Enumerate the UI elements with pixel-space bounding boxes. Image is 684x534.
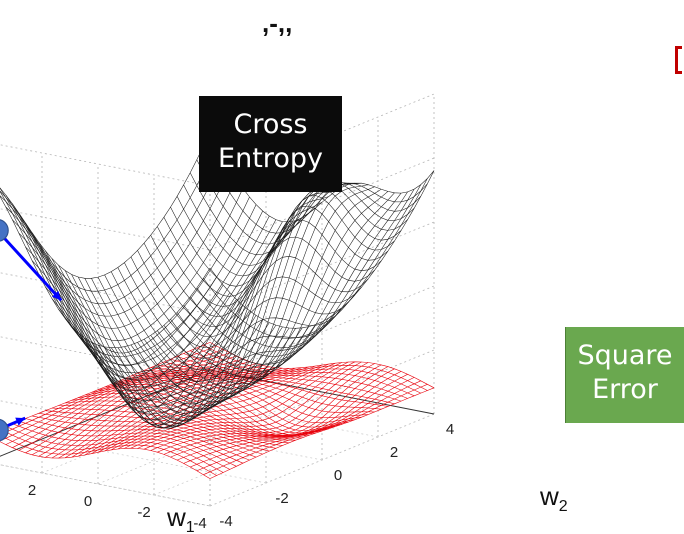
gradient-arrow bbox=[0, 231, 63, 302]
cross-entropy-label-line-1: Cross bbox=[233, 109, 308, 140]
x-axis-title: w1 bbox=[166, 502, 195, 534]
cross-entropy-surface bbox=[0, 131, 435, 429]
x-axis-title-main: w bbox=[166, 502, 186, 532]
cross-entropy-label-line-2: Entropy bbox=[218, 143, 323, 174]
square-error-label: Square Error bbox=[565, 327, 684, 423]
square-error-start-point bbox=[0, 418, 9, 442]
cross-entropy-start-point bbox=[0, 219, 9, 242]
y-tick-label: 2 bbox=[390, 444, 398, 461]
gradient-arrow-head bbox=[51, 290, 62, 301]
square-error-surface bbox=[0, 342, 435, 479]
y-axis-title-main: w bbox=[539, 481, 559, 511]
x-tick-label: 2 bbox=[28, 482, 36, 499]
y-tick-label: 4 bbox=[446, 421, 454, 438]
x-tick-label: -4 bbox=[193, 515, 206, 532]
gradient-arrow-head bbox=[15, 417, 26, 426]
square-error-label-line-1: Square bbox=[577, 340, 673, 371]
y-tick-label: -2 bbox=[275, 490, 288, 507]
red-bracket-fragment bbox=[675, 46, 682, 74]
y-axis-title: w2 bbox=[539, 481, 568, 515]
y-tick-label: 0 bbox=[334, 467, 342, 484]
gradient-markers bbox=[0, 219, 63, 442]
cross-entropy-label: Cross Entropy bbox=[199, 96, 342, 192]
axis-titles: w1 w2 bbox=[166, 481, 568, 534]
x-tick-label: 0 bbox=[84, 493, 92, 510]
y-tick-label: -4 bbox=[219, 513, 232, 530]
square-error-label-line-2: Error bbox=[592, 374, 658, 405]
title-fragment: ,-,, bbox=[262, 8, 293, 38]
x-tick-label: -2 bbox=[137, 504, 150, 521]
